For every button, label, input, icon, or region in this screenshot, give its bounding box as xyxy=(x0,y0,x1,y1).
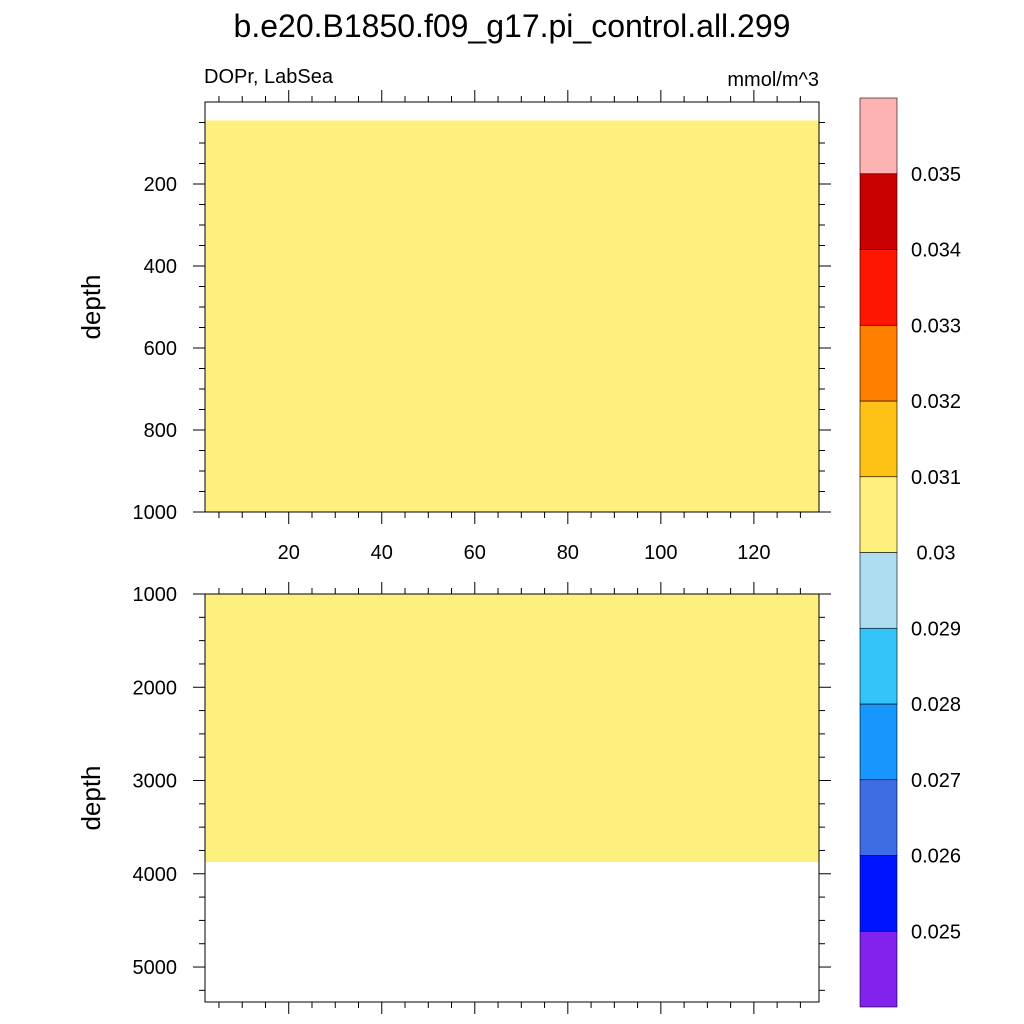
colorbar-swatch xyxy=(859,855,898,932)
colorbar-swatch xyxy=(859,324,898,402)
upper-y-tick-label: 200 xyxy=(144,174,177,196)
lower-y-tick-label: 3000 xyxy=(133,771,178,793)
lower-y-tick-label: 4000 xyxy=(133,864,178,886)
upper-y-tick-label: 600 xyxy=(144,338,177,360)
lower-plot-frame xyxy=(204,593,820,1003)
upper-y-tick-label: 800 xyxy=(144,420,177,442)
colorbar-swatch xyxy=(859,249,898,326)
colorbar-swatch xyxy=(859,400,898,478)
colorbar-label: 0.029 xyxy=(911,618,961,640)
colorbar-label: 0.025 xyxy=(911,921,961,943)
chart-title: b.e20.B1850.f09_g17.pi_control.all.299 xyxy=(234,8,791,44)
colorbar-label: 0.03 xyxy=(917,543,956,565)
chart-subtitle-left: DOPr, LabSea xyxy=(204,66,334,88)
colorbar-swatch xyxy=(859,627,898,705)
upper-panel: 20 40 60 80 100 120 200 400 600 800 1000 depth xyxy=(76,90,831,564)
upper-x-tick-label: 60 xyxy=(464,542,486,564)
lower-y-axis-label: depth xyxy=(76,765,106,830)
lower-panel: 1000 2000 3000 4000 5000 depth xyxy=(76,582,831,1014)
colorbar-swatch xyxy=(859,552,898,629)
colorbar-swatch xyxy=(859,97,898,175)
colorbar-label: 0.028 xyxy=(911,694,961,716)
upper-x-tick-label: 20 xyxy=(278,542,300,564)
colorbar-swatch xyxy=(859,930,898,1008)
colorbar-label: 0.034 xyxy=(911,240,961,262)
lower-y-tick-label: 5000 xyxy=(133,957,178,979)
colorbar: 0.025 0.026 0.027 0.028 0.029 0.03 0.031 0.032 0… xyxy=(859,97,961,1008)
upper-x-tick-label: 120 xyxy=(737,542,770,564)
colorbar-label: 0.027 xyxy=(911,770,961,792)
colorbar-label: 0.033 xyxy=(911,315,961,337)
lower-fill-region xyxy=(205,594,819,863)
colorbar-label: 0.035 xyxy=(911,164,961,186)
colorbar-label: 0.026 xyxy=(911,846,961,868)
colorbar-swatch xyxy=(859,476,898,553)
colorbar-swatch xyxy=(859,703,898,781)
colorbar-label: 0.031 xyxy=(911,467,961,489)
lower-y-tick-label: 1000 xyxy=(133,584,178,606)
colorbar-label: 0.032 xyxy=(911,391,961,413)
colorbar-swatch xyxy=(859,779,898,856)
upper-fill-region xyxy=(205,120,819,512)
upper-y-tick-label: 400 xyxy=(144,256,177,278)
lower-y-tick-label: 2000 xyxy=(133,677,178,699)
upper-x-tick-label: 100 xyxy=(644,542,677,564)
upper-y-axis-label: depth xyxy=(76,274,106,339)
upper-x-tick-label: 80 xyxy=(557,542,579,564)
chart-subtitle-right: mmol/m^3 xyxy=(727,69,819,91)
upper-x-tick-label: 40 xyxy=(371,542,393,564)
colorbar-swatch xyxy=(859,173,898,250)
upper-y-tick-label: 1000 xyxy=(133,502,178,524)
